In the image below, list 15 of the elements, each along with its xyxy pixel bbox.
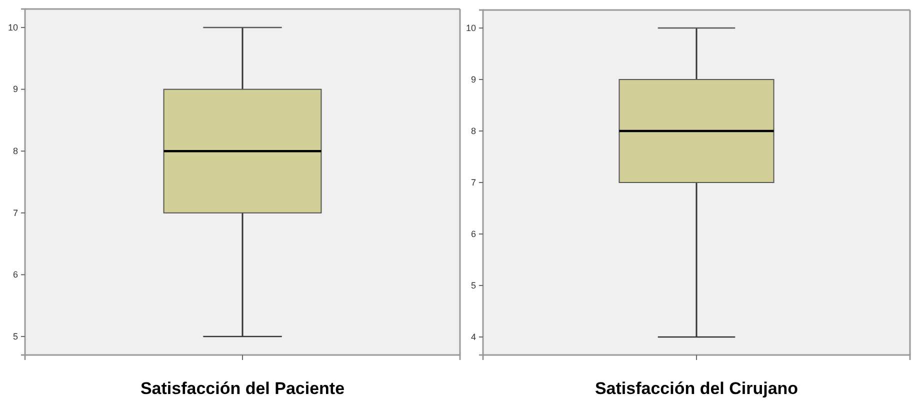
y-tick-label: 10: [466, 22, 476, 33]
y-tick-label: 4: [470, 332, 476, 342]
y-tick-label: 10: [8, 22, 18, 32]
x-tick-label: Satisfacción del Cirujano: [594, 379, 798, 398]
y-tick-label: 9: [470, 74, 476, 84]
y-tick-label: 6: [12, 270, 18, 280]
y-tick-label: 7: [12, 208, 18, 218]
y-tick-label: 5: [470, 280, 476, 290]
y-tick-label: 8: [12, 146, 18, 156]
x-tick-label: Satisfacción del Paciente: [140, 379, 345, 398]
y-tick-label: 8: [470, 126, 476, 136]
y-tick-label: 5: [12, 331, 18, 342]
y-tick-label: 9: [12, 84, 18, 94]
y-tick-label: 6: [470, 228, 476, 239]
y-tick-label: 7: [470, 177, 476, 188]
